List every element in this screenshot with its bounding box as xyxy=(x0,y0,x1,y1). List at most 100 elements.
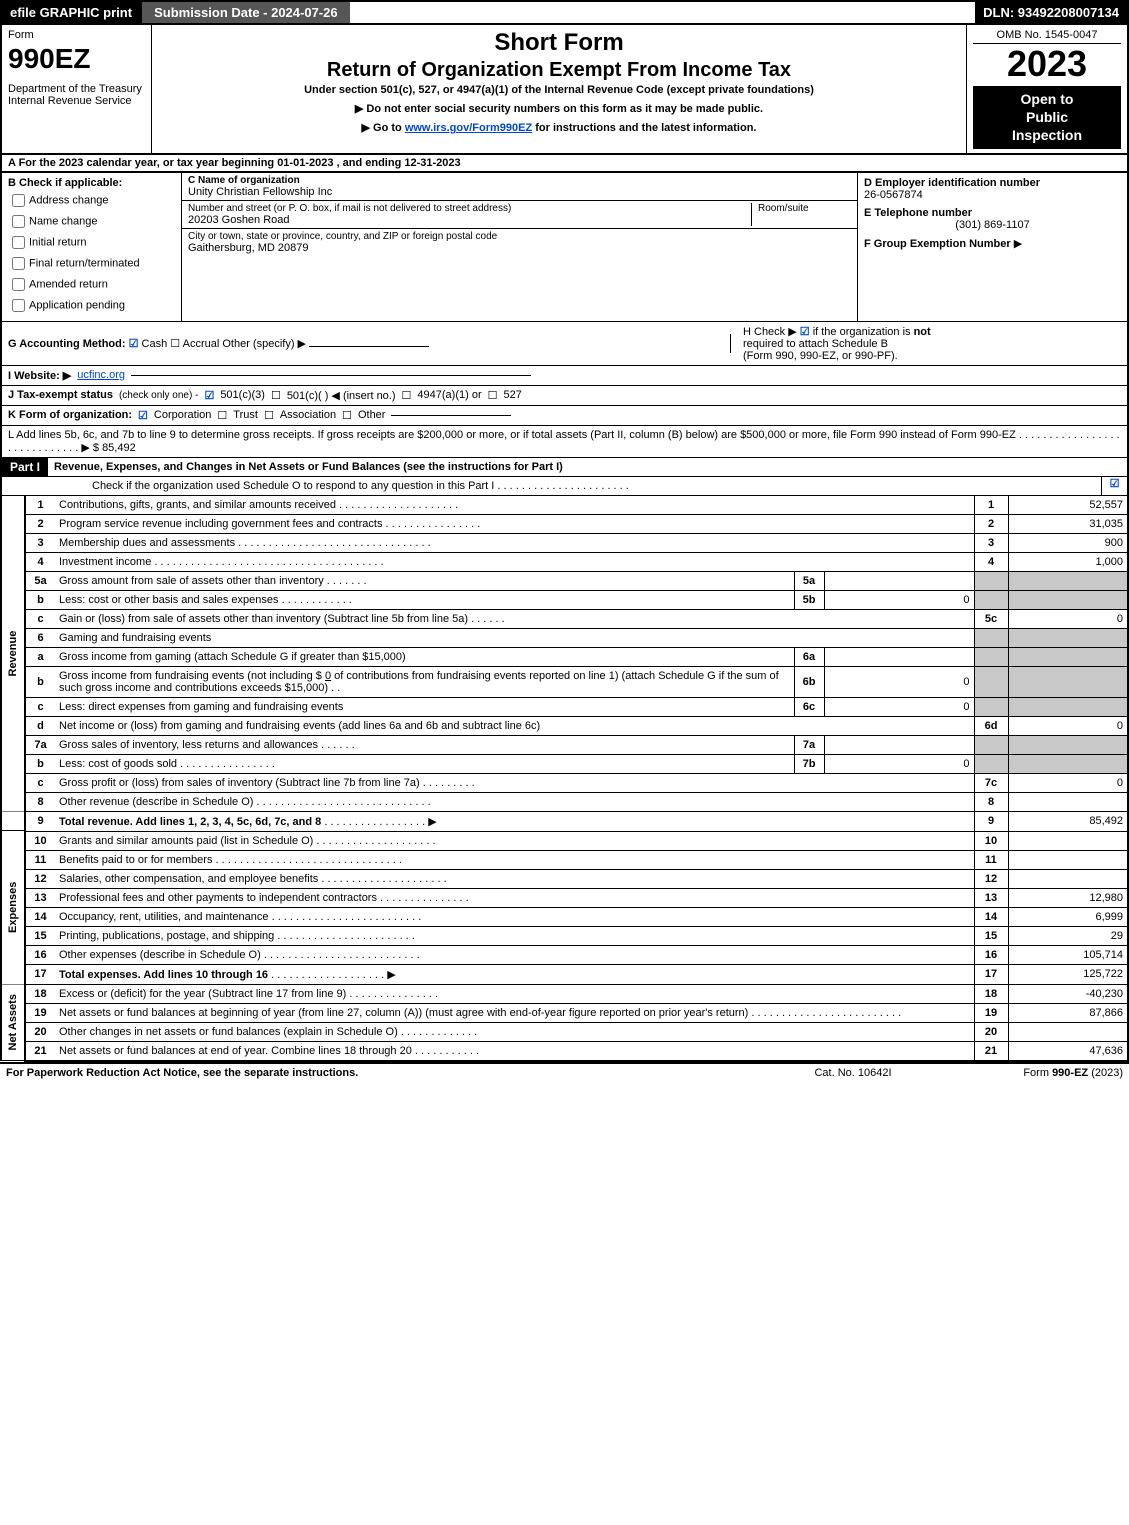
g-cash: Cash xyxy=(142,338,168,350)
row-h: H Check ▶ ☑ if the organization is not r… xyxy=(737,322,1127,365)
footer-left: For Paperwork Reduction Act Notice, see … xyxy=(6,1067,763,1079)
c-name-label: C Name of organization xyxy=(188,175,851,186)
l15-val: 29 xyxy=(1008,926,1128,945)
l13-box: 13 xyxy=(974,888,1008,907)
l16-desc: Other expenses (describe in Schedule O) xyxy=(59,949,261,961)
chk-initial-return[interactable]: Initial return xyxy=(8,233,175,252)
l19-desc: Net assets or fund balances at beginning… xyxy=(59,1007,748,1019)
l6-desc: Gaming and fundraising events xyxy=(55,628,974,647)
l10-box: 10 xyxy=(974,831,1008,850)
accrual-box-icon: ☐ xyxy=(170,338,180,350)
l5a-num: 5a xyxy=(25,571,55,590)
row-l: L Add lines 5b, 6c, and 7b to line 9 to … xyxy=(0,426,1129,458)
website-link[interactable]: ucfinc.org xyxy=(77,369,125,381)
l20-box: 20 xyxy=(974,1022,1008,1041)
l15-num: 15 xyxy=(25,926,55,945)
l11-desc: Benefits paid to or for members xyxy=(59,854,212,866)
l4-val: 1,000 xyxy=(1008,552,1128,571)
k-other-line xyxy=(391,415,511,416)
l12-num: 12 xyxy=(25,869,55,888)
l9-desc: Total revenue. Add lines 1, 2, 3, 4, 5c,… xyxy=(59,816,321,828)
l7a-num: 7a xyxy=(25,735,55,754)
l5a-mini: 5a xyxy=(794,571,824,590)
dln: DLN: 93492208007134 xyxy=(975,2,1127,23)
irs-link[interactable]: www.irs.gov/Form990EZ xyxy=(405,122,532,134)
h-pre: H Check ▶ xyxy=(743,326,797,338)
l17-box: 17 xyxy=(974,964,1008,984)
website-line xyxy=(131,375,531,376)
l7a-mini: 7a xyxy=(794,735,824,754)
k-corp: Corporation xyxy=(154,409,211,421)
chk-amended-return[interactable]: Amended return xyxy=(8,275,175,294)
l2-num: 2 xyxy=(25,514,55,533)
l6b-num: b xyxy=(25,666,55,697)
l9-val: 85,492 xyxy=(1008,811,1128,831)
l6a-mini: 6a xyxy=(794,647,824,666)
c-city-label: City or town, state or province, country… xyxy=(188,231,851,242)
efile-label: efile GRAPHIC print xyxy=(2,2,140,23)
tax-year: 2023 xyxy=(973,46,1121,82)
l1-box: 1 xyxy=(974,496,1008,515)
l5b-minival: 0 xyxy=(824,590,974,609)
part1-check-row: Check if the organization used Schedule … xyxy=(0,477,1129,496)
b-title: B Check if applicable: xyxy=(8,177,175,189)
chk-address-change[interactable]: Address change xyxy=(8,191,175,210)
l7b-num: b xyxy=(25,754,55,773)
group-label: F Group Exemption Number xyxy=(864,238,1011,250)
row-j: J Tax-exempt status (check only one) - ☑… xyxy=(0,386,1129,406)
l5a-grey-val xyxy=(1008,571,1128,590)
open-to-public: Open to Public Inspection xyxy=(973,86,1121,149)
l13-desc: Professional fees and other payments to … xyxy=(59,892,377,904)
tel-label: E Telephone number xyxy=(864,207,1121,219)
row-g-h: G Accounting Method: ☑ Cash ☐ Accrual Ot… xyxy=(0,322,1129,366)
l14-num: 14 xyxy=(25,907,55,926)
chk-name-change[interactable]: Name change xyxy=(8,212,175,231)
l5a-minival xyxy=(824,571,974,590)
l5a-grey xyxy=(974,571,1008,590)
l7c-val: 0 xyxy=(1008,773,1128,792)
l18-val: -40,230 xyxy=(1008,984,1128,1003)
l16-val: 105,714 xyxy=(1008,945,1128,964)
l6c-minival: 0 xyxy=(824,697,974,716)
l4-desc: Investment income xyxy=(59,556,151,568)
l11-num: 11 xyxy=(25,850,55,869)
l7c-num: c xyxy=(25,773,55,792)
l16-box: 16 xyxy=(974,945,1008,964)
l15-desc: Printing, publications, postage, and shi… xyxy=(59,930,274,942)
dept-treasury: Department of the Treasury xyxy=(8,83,145,95)
row-k: K Form of organization: ☑ Corporation ☐ … xyxy=(0,406,1129,426)
l10-val xyxy=(1008,831,1128,850)
h-post1: required to attach Schedule B xyxy=(743,338,888,350)
l5c-num: c xyxy=(25,609,55,628)
l14-val: 6,999 xyxy=(1008,907,1128,926)
l9-num: 9 xyxy=(25,811,55,831)
submission-date: Submission Date - 2024-07-26 xyxy=(140,2,350,23)
l13-num: 13 xyxy=(25,888,55,907)
l8-box: 8 xyxy=(974,792,1008,811)
city-state-zip: Gaithersburg, MD 20879 xyxy=(188,242,851,254)
l5b-mini: 5b xyxy=(794,590,824,609)
l12-val xyxy=(1008,869,1128,888)
l5b-num: b xyxy=(25,590,55,609)
lines-table: Revenue 1 Contributions, gifts, grants, … xyxy=(0,496,1129,1062)
l11-val xyxy=(1008,850,1128,869)
l10-desc: Grants and similar amounts paid (list in… xyxy=(59,835,313,847)
j-501c-box-icon: ☐ xyxy=(271,389,281,402)
j-small: (check only one) - xyxy=(119,390,198,401)
room-label: Room/suite xyxy=(758,203,851,214)
l5c-desc: Gain or (loss) from sale of assets other… xyxy=(59,613,468,625)
chk-final-return[interactable]: Final return/terminated xyxy=(8,254,175,273)
l19-val: 87,866 xyxy=(1008,1003,1128,1022)
cash-check-icon: ☑ xyxy=(129,338,139,350)
chk-application-pending[interactable]: Application pending xyxy=(8,296,175,315)
l-value: 85,492 xyxy=(102,442,136,454)
part1-dots: . . . . . . . . . . . . . . . . . . . . … xyxy=(497,480,628,492)
l4-box: 4 xyxy=(974,552,1008,571)
l20-num: 20 xyxy=(25,1022,55,1041)
k-other-box-icon: ☐ xyxy=(342,409,352,422)
side-netassets: Net Assets xyxy=(1,984,25,1061)
header-middle: Short Form Return of Organization Exempt… xyxy=(152,25,967,153)
i-label: I Website: ▶ xyxy=(8,369,71,382)
l7b-desc: Less: cost of goods sold xyxy=(59,758,177,770)
top-bar: efile GRAPHIC print Submission Date - 20… xyxy=(0,0,1129,23)
